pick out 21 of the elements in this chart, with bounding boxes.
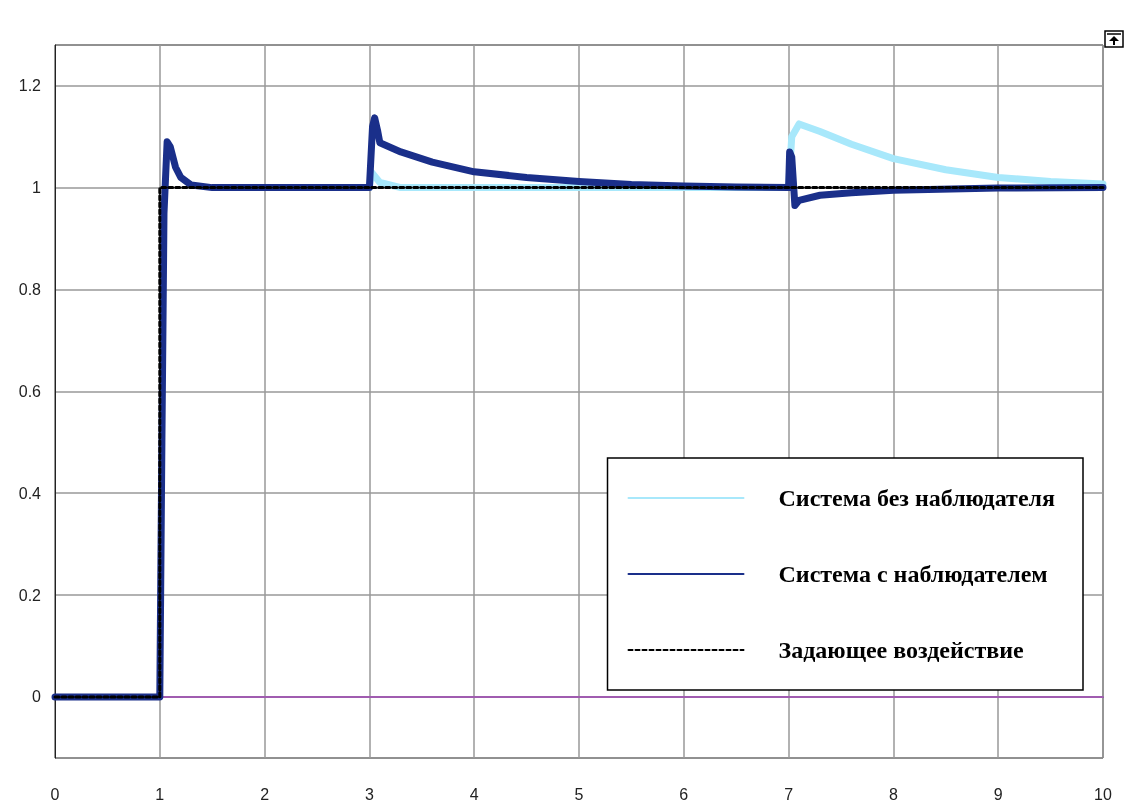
y-tick-label: 0.2 <box>18 586 42 604</box>
x-tick-label: 0 <box>50 785 60 803</box>
x-tick-label: 1 <box>155 785 165 803</box>
x-tick-label: 2 <box>260 785 270 803</box>
x-tick-label: 6 <box>679 785 689 803</box>
x-tick-label: 9 <box>993 785 1003 803</box>
x-tick-label: 10 <box>1094 785 1112 803</box>
y-tick-label: 1 <box>32 179 42 197</box>
x-tick-label: 4 <box>469 785 479 803</box>
x-tick-label: 7 <box>784 785 794 803</box>
x-tick-label: 8 <box>888 785 898 803</box>
legend-label: Система с наблюдателем <box>778 561 1048 587</box>
x-tick-label: 5 <box>574 785 584 803</box>
y-tick-label: 0.8 <box>18 280 42 298</box>
legend-label: Задающее воздействие <box>778 637 1025 663</box>
x-tick-label: 3 <box>364 785 374 803</box>
legend-label: Система без наблюдателя <box>778 485 1056 511</box>
y-tick-label: 0.6 <box>18 382 42 400</box>
y-tick-label: 0.4 <box>18 484 42 502</box>
y-tick-label: 0 <box>32 688 42 706</box>
y-tick-label: 1.2 <box>18 77 42 95</box>
